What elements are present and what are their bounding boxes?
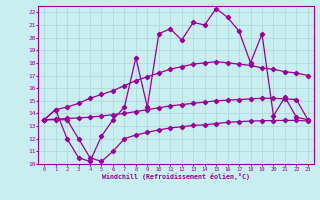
X-axis label: Windchill (Refroidissement éolien,°C): Windchill (Refroidissement éolien,°C) (102, 173, 250, 180)
